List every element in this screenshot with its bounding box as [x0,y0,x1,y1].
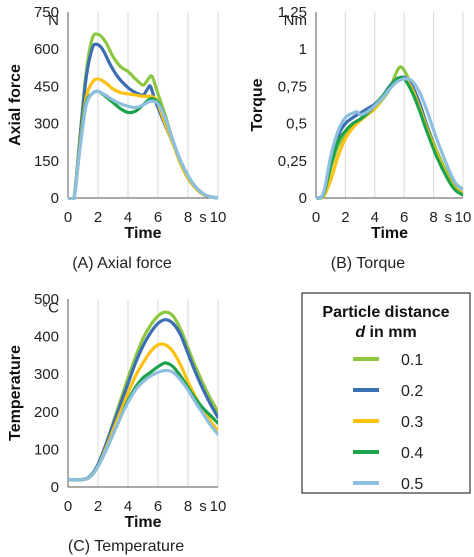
temperature-y-tick-label: 200 [34,404,59,421]
legend-items: 0.1 0.2 0.3 0.4 0.5 [353,352,423,493]
axial-force-x-tick-label: 10 [210,209,227,226]
temperature-y-tick-label: 400 [34,329,59,346]
axial-force-x-tick-label: 2 [94,209,102,226]
temperature-series-group [68,310,218,482]
legend: Particle distance d in mm 0.10.20.30.40.… [301,292,471,494]
torque-y-tick-label: 1 [299,41,307,58]
legend-box [301,292,471,494]
torque-x-axis-label: Time [371,225,408,242]
temperature-x-unit: s [199,498,207,515]
torque-x-tick-label: 0 [312,209,320,226]
temperature-x-tick-label: 0 [64,498,72,515]
torque-x-unit: s [445,209,453,226]
temperature-y-tick-label: 100 [34,441,59,458]
torque-y-tick-label: 0,75 [278,78,307,95]
legend-title-line1: Particle distance [322,304,449,321]
temperature-x-axis-label: Time [124,514,161,531]
torque-series-group [316,65,463,200]
axial-force-x-tick-label: 4 [124,209,132,226]
legend-label: 0.3 [401,414,423,431]
axial-force-y-tick-label: 150 [34,153,59,170]
temperature-x-tick-label: 8 [184,498,192,515]
axial-force-x-tick-label: 8 [184,209,192,226]
torque-series-line-0-2 [316,75,463,200]
torque-y-tick-label: 1,25 [278,4,307,21]
temperature-chart: 0 100 200 300 400 500°C 0 2 4 6 8 10s Time Temperatur… [7,291,226,555]
torque-y-tick-label: 0,25 [278,153,307,170]
torque-x-tick-label: 4 [371,209,379,226]
axial-force-y-unit: N [48,12,59,29]
torque-caption: (B) Torque [331,255,406,272]
axial-force-x-tick-label: 6 [154,209,162,226]
axial-force-y-tick-label: 0 [51,190,59,207]
axial-force-series-line-0-2 [68,42,218,200]
torque-y-tick-label: 0 [299,190,307,207]
axial-force-x-tick-label: 0 [64,209,72,226]
temperature-y-tick-label: 300 [34,366,59,383]
temperature-y-tick-label: 500 [34,291,59,308]
legend-title-line2: d in mm [355,324,416,341]
temperature-x-tick-label: 2 [94,498,102,515]
axial-force-x-axis-label: Time [124,225,161,242]
axial-force-y-tick-label: 450 [34,78,59,95]
temperature-series-line-0-5 [68,368,218,482]
axial-force-series-group [68,32,218,200]
temperature-caption: (C) Temperature [68,538,184,555]
legend-title-unit: in mm [365,324,417,341]
temperature-x-tick-label: 6 [154,498,162,515]
axial-force-series-line-0-5 [68,89,218,200]
torque-x-tick-label: 6 [400,209,408,226]
temperature-y-unit: °C [42,300,59,317]
axial-force-x-unit: s [199,209,207,226]
torque-series-line-0-4 [316,76,463,200]
torque-x-tick-label: 2 [341,209,349,226]
legend-label: 0.4 [401,445,423,462]
temperature-x-tick-label: 4 [124,498,132,515]
axial-force-caption: (A) Axial force [72,255,172,272]
torque-y-unit: Nm [284,12,307,29]
legend-label: 0.1 [401,352,423,369]
legend-title-var: d [355,324,366,341]
temperature-x-tick-label: 10 [210,498,227,515]
torque-y-axis-label: Torque [249,78,266,131]
torque-y-tick-label: 0,5 [286,116,307,133]
axial-force-y-tick-label: 750 [34,4,59,21]
legend-label: 0.2 [401,383,423,400]
axial-force-y-tick-label: 600 [34,41,59,58]
legend-label: 0.5 [401,476,423,493]
axial-force-y-axis-label: Axial force [7,64,24,146]
axial-force-y-tick-label: 300 [34,116,59,133]
temperature-y-tick-label: 0 [51,479,59,496]
torque-x-tick-label: 8 [429,209,437,226]
torque-x-tick-label: 10 [455,209,472,226]
torque-series-line-0-5 [316,77,463,200]
temperature-y-axis-label: Temperature [7,345,24,441]
